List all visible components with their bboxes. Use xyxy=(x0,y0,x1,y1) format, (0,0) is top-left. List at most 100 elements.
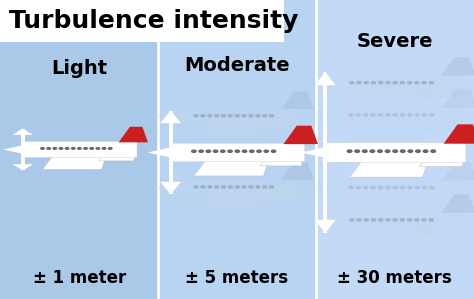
Polygon shape xyxy=(152,183,174,193)
Circle shape xyxy=(400,81,405,84)
Circle shape xyxy=(356,186,361,189)
Polygon shape xyxy=(444,124,474,144)
Circle shape xyxy=(40,147,45,150)
Circle shape xyxy=(422,113,428,117)
Circle shape xyxy=(407,218,412,222)
Circle shape xyxy=(385,218,391,222)
Circle shape xyxy=(363,113,369,117)
Circle shape xyxy=(385,186,391,189)
Circle shape xyxy=(407,149,413,153)
FancyBboxPatch shape xyxy=(173,108,301,126)
Circle shape xyxy=(58,147,64,150)
Circle shape xyxy=(378,81,383,84)
FancyBboxPatch shape xyxy=(173,179,301,197)
Text: ± 5 meters: ± 5 meters xyxy=(185,269,289,287)
Polygon shape xyxy=(196,190,268,210)
Circle shape xyxy=(101,147,107,150)
Circle shape xyxy=(430,149,436,153)
Circle shape xyxy=(356,113,361,117)
Circle shape xyxy=(407,81,412,84)
Polygon shape xyxy=(281,163,314,180)
Circle shape xyxy=(271,150,276,153)
Polygon shape xyxy=(418,222,461,234)
Polygon shape xyxy=(442,89,474,108)
Circle shape xyxy=(415,149,421,153)
Circle shape xyxy=(384,149,391,153)
Polygon shape xyxy=(12,129,33,135)
Bar xyxy=(0,0,158,299)
Circle shape xyxy=(248,114,254,118)
Circle shape xyxy=(46,147,51,150)
Polygon shape xyxy=(99,150,136,161)
Polygon shape xyxy=(315,220,336,233)
FancyBboxPatch shape xyxy=(326,179,464,198)
Circle shape xyxy=(392,149,398,153)
Polygon shape xyxy=(259,118,300,130)
Circle shape xyxy=(83,147,88,150)
Polygon shape xyxy=(152,112,174,122)
Circle shape xyxy=(414,186,420,189)
Polygon shape xyxy=(196,118,268,139)
Circle shape xyxy=(400,186,405,189)
Polygon shape xyxy=(304,184,327,194)
Circle shape xyxy=(428,218,434,222)
Circle shape xyxy=(262,114,267,118)
Circle shape xyxy=(193,185,199,189)
Circle shape xyxy=(348,113,354,117)
Polygon shape xyxy=(419,153,465,167)
Circle shape xyxy=(52,147,57,150)
Circle shape xyxy=(392,218,398,222)
Circle shape xyxy=(255,114,261,118)
Circle shape xyxy=(377,186,383,189)
Circle shape xyxy=(228,185,233,189)
Polygon shape xyxy=(419,117,463,130)
Circle shape xyxy=(354,149,360,153)
Circle shape xyxy=(255,185,261,189)
Polygon shape xyxy=(194,154,270,176)
Circle shape xyxy=(363,186,369,189)
Polygon shape xyxy=(441,57,474,76)
Circle shape xyxy=(221,114,226,118)
Polygon shape xyxy=(351,118,428,140)
Text: Light: Light xyxy=(51,59,107,78)
Circle shape xyxy=(364,81,369,84)
Circle shape xyxy=(356,81,362,84)
Circle shape xyxy=(377,149,383,153)
Polygon shape xyxy=(418,85,461,97)
Polygon shape xyxy=(315,72,336,85)
Polygon shape xyxy=(441,194,474,213)
Circle shape xyxy=(200,185,206,189)
Polygon shape xyxy=(305,216,328,226)
Polygon shape xyxy=(118,127,148,142)
Circle shape xyxy=(421,218,427,222)
Circle shape xyxy=(400,149,406,153)
Circle shape xyxy=(400,113,405,117)
Circle shape xyxy=(191,150,197,153)
Polygon shape xyxy=(301,147,325,158)
Circle shape xyxy=(248,185,254,189)
FancyBboxPatch shape xyxy=(0,0,284,42)
Circle shape xyxy=(269,185,274,189)
Circle shape xyxy=(89,147,94,150)
Polygon shape xyxy=(260,153,303,166)
Polygon shape xyxy=(160,182,181,194)
Circle shape xyxy=(214,185,219,189)
Circle shape xyxy=(371,218,376,222)
Circle shape xyxy=(242,150,247,153)
FancyBboxPatch shape xyxy=(327,75,463,93)
Circle shape xyxy=(349,81,355,84)
Circle shape xyxy=(249,150,255,153)
FancyBboxPatch shape xyxy=(327,212,463,230)
Circle shape xyxy=(346,149,353,153)
Polygon shape xyxy=(351,190,428,213)
Polygon shape xyxy=(259,189,300,201)
Polygon shape xyxy=(147,147,171,158)
Circle shape xyxy=(77,147,82,150)
Circle shape xyxy=(213,150,219,153)
Circle shape xyxy=(392,186,398,189)
Circle shape xyxy=(262,185,267,189)
Circle shape xyxy=(227,150,233,153)
Circle shape xyxy=(356,218,362,222)
Circle shape xyxy=(207,185,212,189)
Polygon shape xyxy=(349,154,429,177)
